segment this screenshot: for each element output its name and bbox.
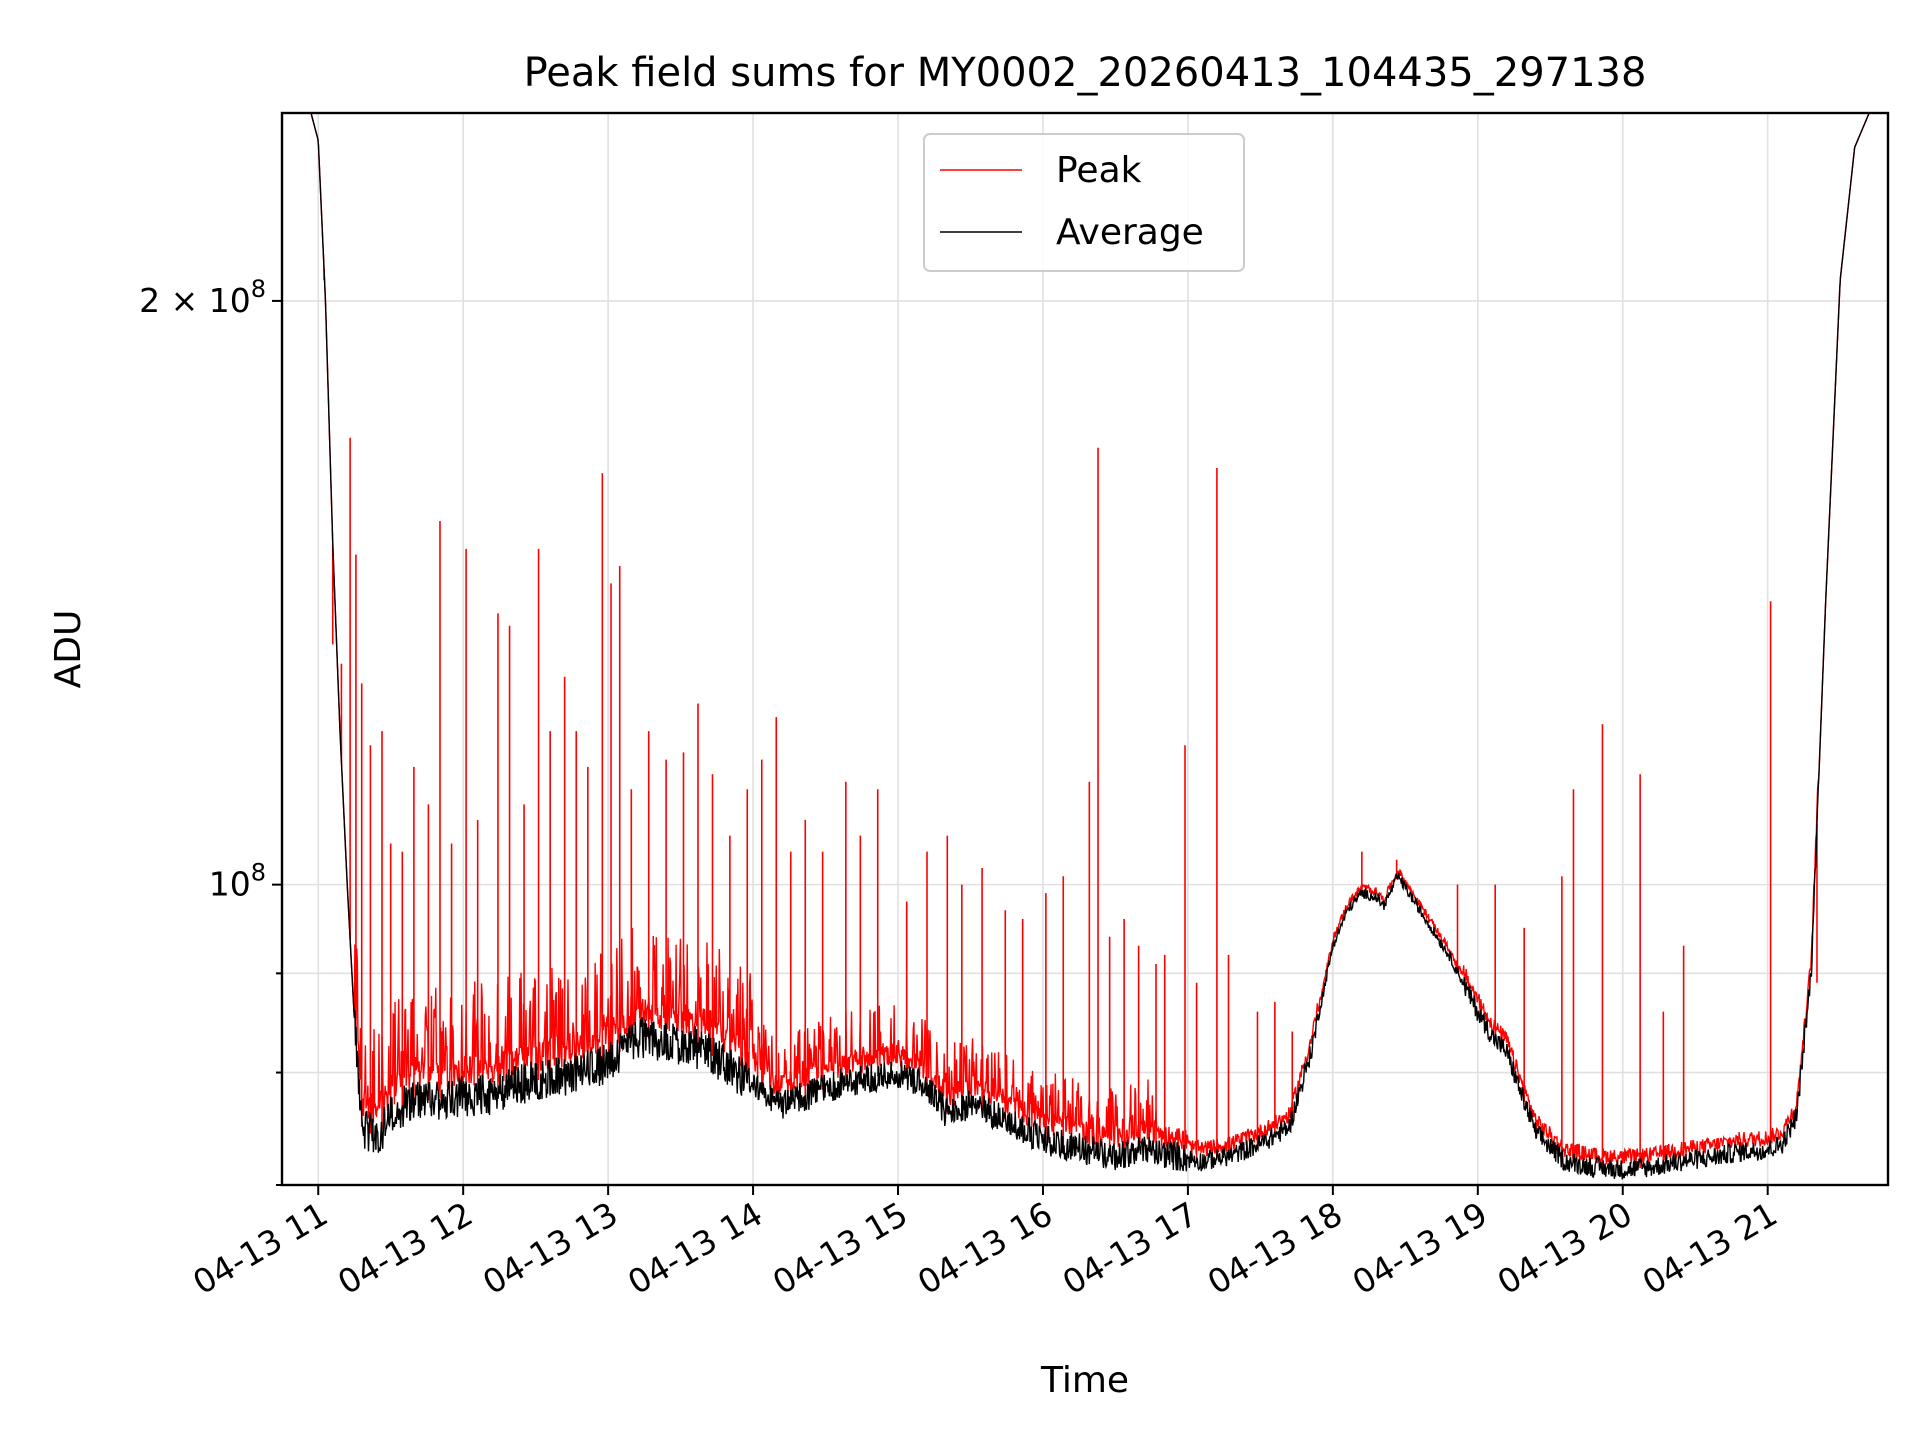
y-tick-label: 2 × 108 [139, 275, 266, 320]
x-tick-label: 04-13 19 [1346, 1194, 1494, 1302]
average-series-line [282, 113, 1888, 1180]
x-tick-label: 04-13 14 [621, 1194, 769, 1302]
legend-peak-label: Peak [1056, 150, 1142, 191]
axes-frame [280, 111, 1890, 1187]
legend-box [923, 133, 1245, 272]
x-tick-label: 04-13 12 [331, 1194, 479, 1302]
x-tick-label: 04-13 13 [476, 1194, 624, 1302]
chart-title: Peak field sums for MY0002_20260413_1044… [524, 50, 1647, 96]
x-tick-label: 04-13 17 [1056, 1194, 1204, 1302]
x-tick-label: 04-13 16 [911, 1194, 1059, 1302]
x-tick-label: 04-13 21 [1636, 1194, 1784, 1302]
x-axis-label: Time [1040, 1360, 1129, 1401]
plot-area [282, 113, 1888, 1180]
x-tick-label: 04-13 15 [766, 1194, 914, 1302]
y-tick-label: 108 [209, 859, 266, 904]
x-tick-label: 04-13 20 [1491, 1194, 1639, 1302]
x-tick-label: 04-13 18 [1201, 1194, 1349, 1302]
y-axis-label: ADU [48, 610, 89, 689]
legend-average-label: Average [1056, 212, 1204, 253]
y-axis-ticks: 108 2 × 108 [139, 275, 282, 1186]
x-tick-label: 04-13 11 [186, 1194, 334, 1302]
legend: Peak Average [923, 133, 1245, 272]
